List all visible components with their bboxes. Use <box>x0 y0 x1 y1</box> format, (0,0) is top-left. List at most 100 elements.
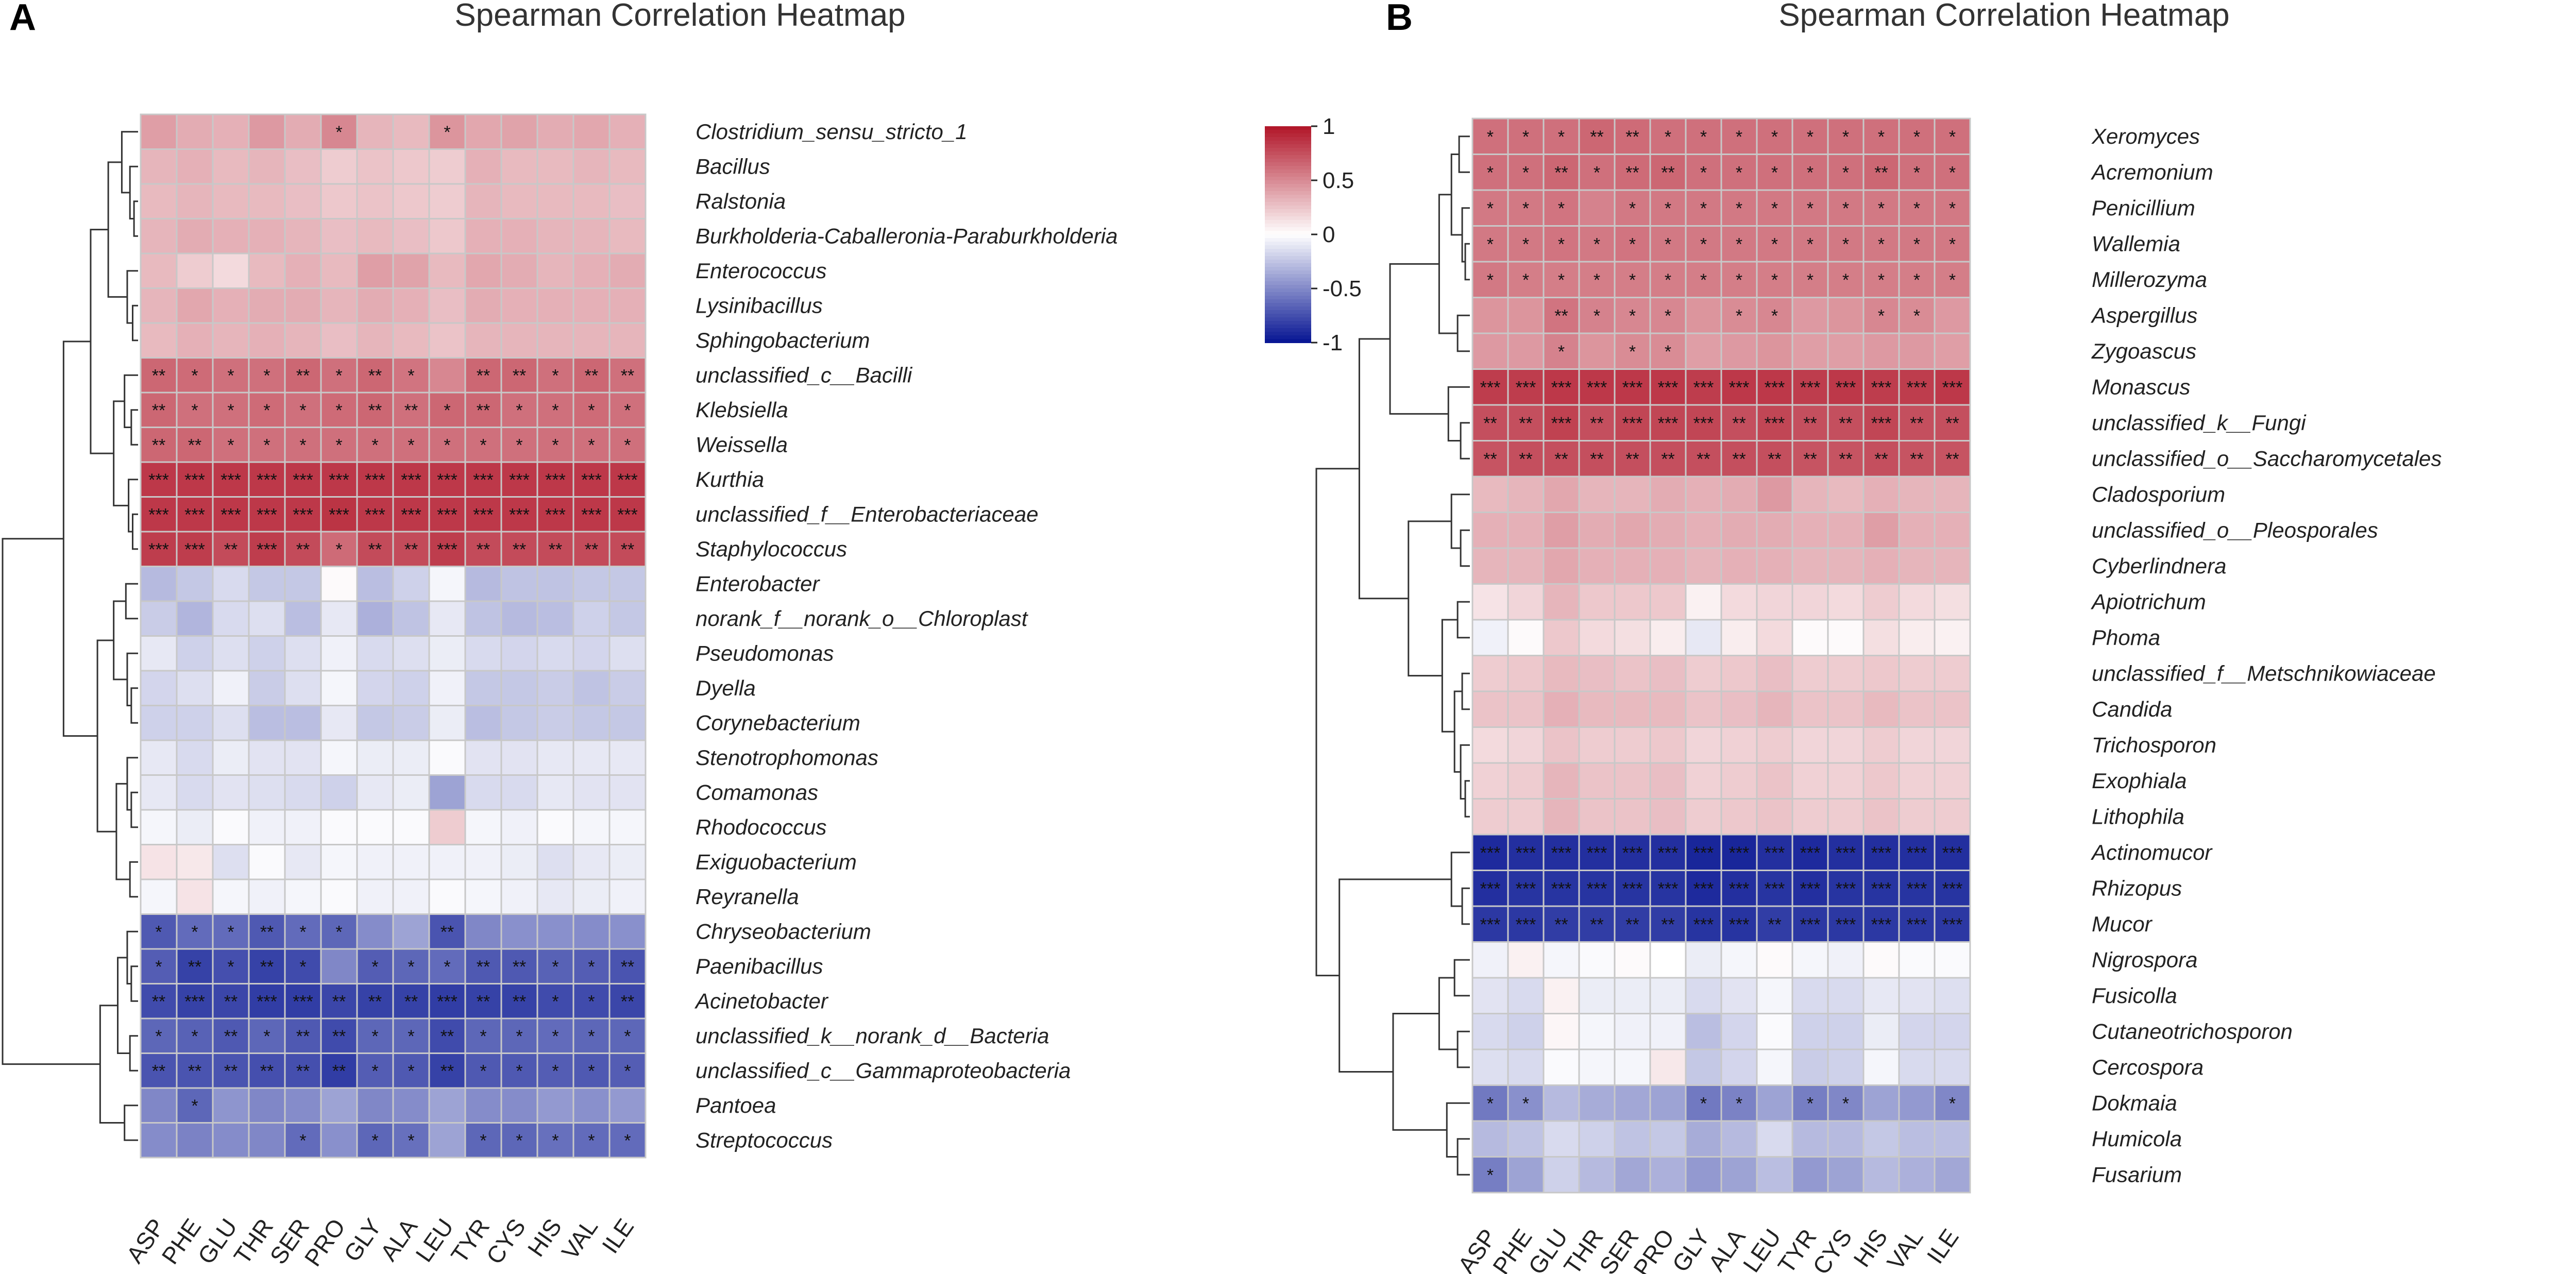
heatmap-cell <box>536 600 574 637</box>
significance-mark: *** <box>184 470 205 490</box>
legend-gradient-step <box>1265 202 1311 206</box>
heatmap-cell <box>1543 1048 1580 1086</box>
heatmap-cell <box>536 148 574 185</box>
heatmap-cell <box>608 809 647 845</box>
row-label: unclassified_o__Saccharomycetales <box>2092 446 2442 470</box>
significance-mark: *** <box>1800 915 1821 935</box>
heatmap-cell <box>1898 1084 1936 1122</box>
row-label: Aspergillus <box>2090 303 2197 327</box>
heatmap-cell <box>1791 404 1829 441</box>
heatmap-cell <box>1543 475 1580 513</box>
heatmap-cell <box>572 705 611 741</box>
significance-mark: * <box>1842 270 1849 290</box>
heatmap-cell <box>1471 1013 1509 1050</box>
heatmap-cell <box>1791 332 1829 370</box>
heatmap-cell <box>284 705 322 741</box>
heatmap-cell <box>1614 655 1651 692</box>
significance-mark: *** <box>1836 378 1856 397</box>
significance-mark: *** <box>1480 915 1501 935</box>
significance-mark: *** <box>1622 414 1643 433</box>
significance-mark: ** <box>585 366 598 385</box>
heatmap-cell <box>500 218 538 254</box>
significance-mark: ** <box>1590 449 1603 469</box>
heatmap-cell <box>1791 189 1829 227</box>
heatmap-cell <box>1649 583 1687 621</box>
significance-mark: * <box>155 1027 162 1046</box>
significance-mark: *** <box>184 992 205 1011</box>
heatmap-cell <box>176 392 214 428</box>
heatmap-cell <box>1471 1156 1509 1194</box>
heatmap-cell <box>1756 655 1793 692</box>
legend-gradient-step <box>1265 278 1311 282</box>
heatmap-cell <box>1934 977 1971 1014</box>
heatmap-cell <box>1685 941 1722 979</box>
significance-mark: * <box>1807 199 1814 218</box>
heatmap-cell <box>1578 690 1616 728</box>
heatmap-cell <box>284 566 322 602</box>
significance-mark: * <box>1629 306 1636 326</box>
significance-mark: * <box>1629 270 1636 290</box>
significance-mark: ** <box>1910 449 1923 469</box>
heatmap-cell <box>1756 512 1793 549</box>
significance-mark: * <box>1522 127 1529 147</box>
heatmap-cell <box>176 183 214 219</box>
significance-mark: * <box>1558 234 1565 254</box>
heatmap-cell <box>356 913 394 950</box>
heatmap-cell <box>320 948 358 984</box>
heatmap-cell <box>356 809 394 845</box>
significance-mark: * <box>1700 127 1707 147</box>
heatmap-cell <box>1720 297 1758 334</box>
heatmap-cell <box>1685 1013 1722 1050</box>
significance-mark: * <box>516 401 522 420</box>
heatmap-cell <box>1862 1084 1900 1122</box>
heatmap-cell <box>1471 117 1509 155</box>
significance-mark: * <box>480 1131 486 1150</box>
heatmap-cell <box>1827 690 1865 728</box>
heatmap-cell <box>1649 332 1687 370</box>
heatmap-cell <box>1934 261 1971 298</box>
heatmap-cell <box>356 670 394 706</box>
heatmap-cell <box>608 705 647 741</box>
heatmap-cell <box>1649 1156 1687 1194</box>
heatmap-cell <box>1543 941 1580 979</box>
heatmap-cell <box>1685 762 1722 800</box>
heatmap-cell <box>428 218 466 254</box>
legend-gradient-step <box>1265 159 1311 163</box>
significance-mark: * <box>1700 234 1707 254</box>
heatmap-cell <box>356 705 394 741</box>
heatmap-cell <box>1614 834 1651 871</box>
heatmap-cell <box>1720 583 1758 621</box>
heatmap-cell <box>1827 117 1865 155</box>
heatmap-cell <box>1898 547 1936 585</box>
heatmap-cell <box>608 913 647 950</box>
significance-mark: * <box>1842 1094 1849 1113</box>
significance-mark: *** <box>1516 915 1536 935</box>
heatmap-cell <box>1471 1048 1509 1086</box>
significance-mark: * <box>408 435 414 455</box>
heatmap-cell <box>248 809 286 845</box>
significance-mark: ** <box>1945 414 1959 433</box>
heatmap-cell <box>1507 154 1545 191</box>
heatmap-cell <box>1578 619 1616 656</box>
heatmap-cell <box>1471 1084 1509 1122</box>
heatmap-cell <box>140 566 178 602</box>
heatmap-cell <box>500 739 538 776</box>
heatmap-cell <box>1827 475 1865 513</box>
heatmap-cell <box>1898 798 1936 836</box>
heatmap-cell <box>320 322 358 359</box>
heatmap-cell <box>140 600 178 637</box>
heatmap-cell <box>1685 977 1722 1014</box>
legend-gradient-step <box>1265 188 1311 192</box>
significance-mark: * <box>588 1027 595 1046</box>
row-label: Phoma <box>2092 625 2160 650</box>
heatmap-cell <box>1827 332 1865 370</box>
significance-mark: ** <box>549 540 562 559</box>
significance-mark: *** <box>1516 879 1536 898</box>
heatmap-cell <box>464 148 502 185</box>
heatmap-cell <box>392 913 430 950</box>
significance-mark: ** <box>224 1027 238 1046</box>
significance-mark: ** <box>1661 915 1674 935</box>
heatmap-cell <box>1720 726 1758 764</box>
heatmap-cell <box>356 287 394 324</box>
significance-mark: *** <box>184 540 205 559</box>
